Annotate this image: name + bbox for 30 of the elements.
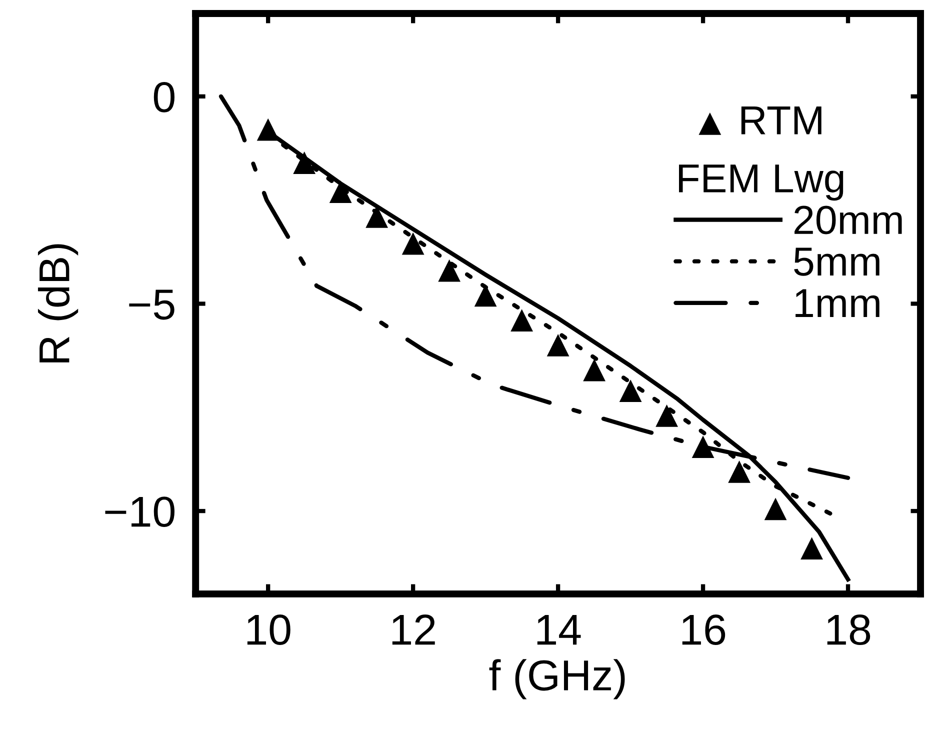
point: [293, 152, 316, 174]
y-tick-label: −5: [129, 290, 174, 320]
y-axis-title: R (dB): [38, 244, 78, 362]
point: [474, 284, 497, 307]
point: [692, 436, 714, 458]
point: [728, 460, 750, 483]
point: [656, 404, 678, 427]
point: [256, 118, 280, 141]
x-tick-label: 18: [827, 614, 870, 646]
legend-title: FEM Lwg: [679, 164, 844, 201]
point: [329, 180, 352, 203]
point: [510, 309, 534, 332]
point: [438, 259, 461, 282]
point: [800, 537, 823, 560]
point: [546, 334, 570, 356]
point: [402, 232, 424, 255]
x-axis-title: f (GHz): [489, 659, 625, 700]
legend-label: RTM: [741, 106, 822, 134]
point: [619, 380, 642, 402]
x-tick-label: 16: [682, 614, 726, 646]
y-tick-label: 0: [154, 82, 174, 112]
legend-label: 20mm: [794, 206, 902, 234]
x-tick-label: 14: [537, 614, 581, 645]
x-tick-label: 12: [392, 614, 435, 645]
point: [764, 498, 787, 520]
y-tick-label: −10: [105, 496, 174, 528]
x-tick-label: 10: [247, 614, 290, 646]
legend-label: 5mm: [794, 248, 880, 276]
point: [583, 358, 606, 382]
legend-label: 1mm: [796, 289, 880, 318]
